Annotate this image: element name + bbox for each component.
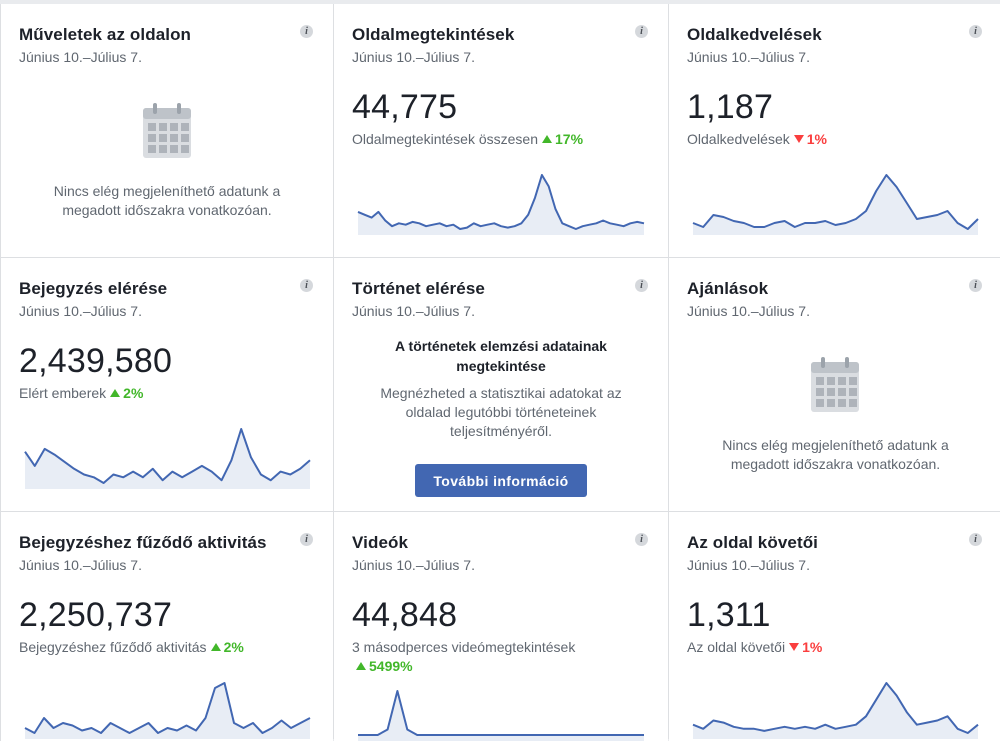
change-percent: 2% [123,385,144,401]
change-indicator: 5499% [356,658,413,674]
arrow-up-icon [542,135,552,143]
change-indicator: 2% [210,639,244,655]
story-insights-heading: A történetek elemzési adatainak megtekin… [395,338,607,374]
sparkline-line [358,690,644,736]
change-indicator: 1% [789,639,822,655]
more-info-button[interactable]: További információ [415,464,587,497]
card-date-range: Június 10.–Július 7. [687,49,810,65]
metric-label: Bejegyzéshez fűződő aktivitás [19,639,207,655]
sparkline-area [358,691,644,741]
calendar-icon [809,356,861,419]
card-title[interactable]: Ajánlások [687,279,769,298]
card-date-range: Június 10.–Július 7. [19,557,142,573]
arrow-up-icon [210,643,221,651]
metric-label-row: Bejegyzéshez fűződő aktivitás 2% [19,638,244,657]
info-icon[interactable]: i [969,533,982,546]
card-title[interactable]: Oldalmegtekintések [352,25,515,44]
metric-label-row: Oldalmegtekintések összesen 17% [352,130,583,149]
card-date-range: Június 10.–Július 7. [19,303,142,319]
empty-state-text: Nincs elég megjeleníthető adatunk a mega… [53,183,281,218]
arrow-down-icon [789,643,800,651]
page-followers-card: Az oldal követői Június 10.–Július 7. i 1,3… [669,512,1000,741]
metric-value: 44,775 [352,88,458,126]
metric-label: Az oldal követői [687,639,786,655]
arrow-up-icon [110,389,121,397]
card-title[interactable]: Bejegyzés elérése [19,279,168,298]
insights-grid: Műveletek az oldalon Június 10.–Július 7.… [0,4,1000,741]
sparkline-area [25,429,310,489]
change-percent: 2% [223,639,244,655]
card-date-range: Június 10.–Július 7. [352,303,475,319]
card-date-range: Június 10.–Július 7. [352,557,475,573]
sparkline-line [357,174,645,230]
card-title[interactable]: Történet elérése [352,279,485,298]
videos-card: Videók Június 10.–Július 7. i 44,848 3 másod… [334,512,668,741]
change-percent: 1% [806,131,827,147]
info-icon[interactable]: i [635,279,648,292]
metric-label-row: Az oldal követői 1% [687,638,822,657]
card-date-range: Június 10.–Július 7. [19,49,142,65]
metric-label: Oldalmegtekintések összesen [352,131,538,147]
metric-label-row: Elért emberek 2% [19,384,143,403]
change-percent: 17% [555,131,584,147]
metric-value: 44,848 [352,596,458,634]
card-date-range: Június 10.–Július 7. [687,557,810,573]
change-percent: 1% [802,639,823,655]
story-reach-card: Történet elérése Június 10.–Július 7. i A t… [334,258,668,511]
card-date-range: Június 10.–Július 7. [687,303,810,319]
post-engagement-card: Bejegyzéshez fűződő aktivitás Június 10.–… [0,512,333,741]
info-icon[interactable]: i [635,533,648,546]
metric-value: 2,250,737 [19,596,173,634]
metric-label: Elért emberek [19,385,107,401]
card-title[interactable]: Műveletek az oldalon [19,25,192,44]
info-icon[interactable]: i [969,279,982,292]
change-indicator: 2% [110,385,143,401]
sparkline-chart [1,425,333,496]
info-icon[interactable]: i [300,25,313,38]
calendar-icon [141,102,193,165]
metric-value: 2,439,580 [19,342,173,380]
change-indicator: 17% [542,131,583,147]
metric-label-row: Oldalkedvelések 1% [687,130,827,149]
post-reach-card: Bejegyzés elérése Június 10.–Július 7. i 2,… [0,258,333,511]
sparkline-chart [669,679,1000,741]
info-icon[interactable]: i [635,25,648,38]
sparkline-chart [334,687,668,741]
sparkline-chart [334,171,668,242]
story-insights-description: Megnézheted a statisztikai adatokat az o… [380,385,622,439]
metric-value: 1,311 [687,596,771,634]
card-title[interactable]: Az oldal követői [687,533,819,552]
sparkline-chart [669,171,1000,242]
arrow-down-icon [793,135,804,143]
info-icon[interactable]: i [300,279,313,292]
page-likes-card: Oldalkedvelések Június 10.–Július 7. i 1,18… [669,4,1000,257]
metric-label: Oldalkedvelések [687,131,790,147]
metric-label: 3 másodperces videómegtekintések [352,639,576,655]
change-percent: 5499% [369,658,413,674]
sparkline-line [24,428,311,484]
info-icon[interactable]: i [969,25,982,38]
sparkline-line [692,174,979,230]
page-actions-card: Műveletek az oldalon Június 10.–Július 7.… [0,4,333,257]
card-title[interactable]: Videók [352,533,409,552]
top-border [0,0,1000,4]
card-title[interactable]: Bejegyzéshez fűződő aktivitás [19,533,267,552]
page-views-card: Oldalmegtekintések Június 10.–Július 7. i 4… [334,4,668,257]
card-date-range: Június 10.–Július 7. [352,49,475,65]
sparkline-line [692,682,979,734]
sparkline-line [24,682,311,734]
metric-value: 1,187 [687,88,774,126]
sparkline-chart [1,679,333,741]
card-title[interactable]: Oldalkedvelések [687,25,822,44]
recommendations-card: Ajánlások Június 10.–Július 7. i Nincs elég… [669,258,1000,511]
metric-label-row: 3 másodperces videómegtekintések 5499% [352,638,575,676]
arrow-up-icon [356,662,366,670]
sparkline-area [693,175,978,235]
empty-state-text: Nincs elég megjeleníthető adatunk a mega… [722,437,949,472]
change-indicator: 1% [793,131,827,147]
sparkline-area [693,683,978,739]
sparkline-area [25,683,310,739]
sparkline-area [358,175,644,235]
info-icon[interactable]: i [300,533,313,546]
